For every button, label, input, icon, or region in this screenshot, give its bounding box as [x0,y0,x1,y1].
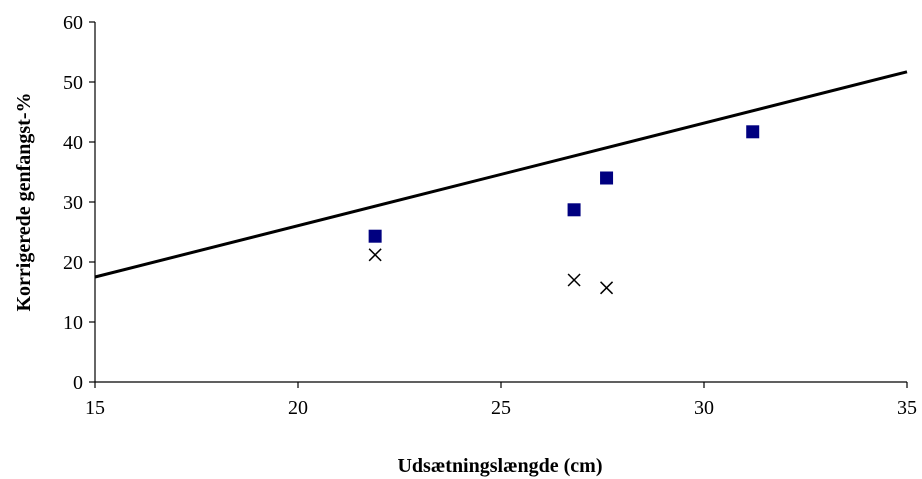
y-tick-label: 10 [63,312,83,334]
y-tick-label: 50 [63,72,83,94]
x-tick-label: 35 [897,397,917,419]
x-tick-label: 30 [694,397,714,419]
x-tick-label: 20 [288,397,308,419]
square-marker [567,203,581,217]
square-marker [600,171,614,185]
x-marker-stroke [567,273,581,287]
x-marker-stroke [368,248,382,262]
y-tick-label: 30 [63,192,83,214]
y-tick-label: 20 [63,252,83,274]
x-axis-title: Udsætningslængde (cm) [397,455,602,477]
y-tick-label: 60 [63,12,83,34]
square-marker [368,229,382,243]
x-tick-label: 25 [491,397,511,419]
marks [94,70,908,295]
x-marker-stroke [600,281,614,295]
square-marker [746,125,760,139]
trend-line [94,70,908,279]
x-marker [368,248,382,262]
y-axis-title: Korrigerede genfangst-% [13,92,35,311]
y-tick-label: 40 [63,132,83,154]
x-marker [567,273,581,287]
axes: 0 10 20 30 40 50 60 15 20 25 30 35 [63,12,917,419]
x-marker [600,281,614,295]
x-tick-label: 15 [85,397,105,419]
y-tick-label: 0 [73,372,83,394]
